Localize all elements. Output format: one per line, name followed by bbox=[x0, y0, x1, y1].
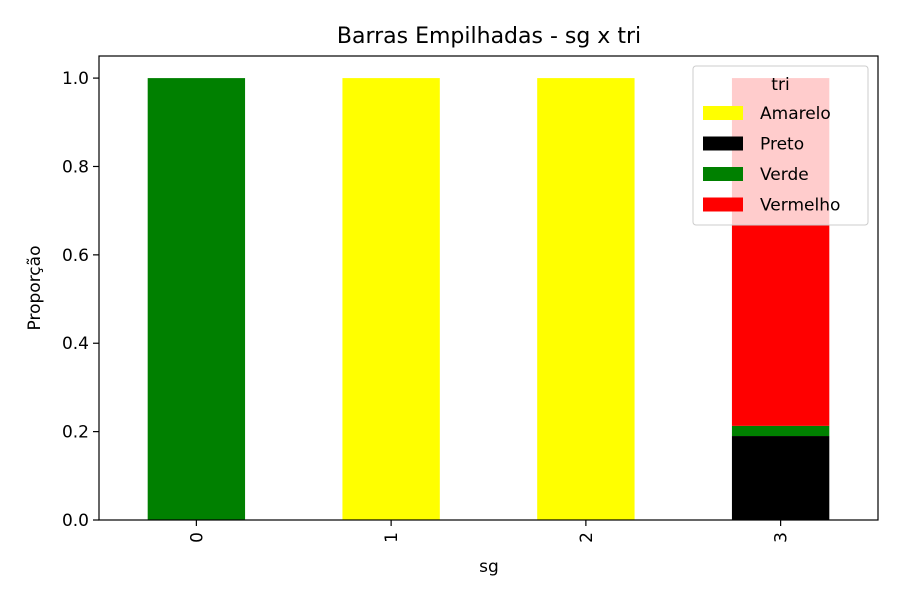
y-tick-label: 0.6 bbox=[62, 246, 89, 266]
y-tick-label: 0.2 bbox=[62, 423, 89, 443]
chart-title: Barras Empilhadas - sg x tri bbox=[337, 24, 641, 49]
y-axis: 0.0 0.2 0.4 0.6 0.8 1.0 bbox=[62, 69, 99, 531]
legend-swatch-verde bbox=[703, 167, 743, 181]
y-axis-label: Proporção bbox=[25, 246, 45, 331]
x-tick-label: 1 bbox=[382, 532, 402, 543]
x-tick-label: 3 bbox=[772, 532, 792, 543]
axes-frame bbox=[98, 55, 879, 521]
legend-box bbox=[692, 65, 869, 226]
legend-title: tri bbox=[771, 75, 789, 95]
x-tick-label: 2 bbox=[577, 532, 597, 543]
legend-label-preto: Preto bbox=[760, 135, 804, 155]
bar-1-amarelo bbox=[342, 78, 440, 520]
y-tick-label: 0.0 bbox=[62, 511, 89, 531]
x-tick-label: 0 bbox=[187, 532, 207, 543]
y-tick-label: 0.4 bbox=[62, 334, 89, 354]
legend-swatch-amarelo bbox=[703, 106, 743, 120]
x-axis-label: sg bbox=[479, 557, 499, 577]
legend-swatch-preto bbox=[703, 136, 743, 151]
x-axis: 0 1 2 3 bbox=[187, 520, 792, 543]
legend-swatch-vermelho bbox=[703, 197, 743, 212]
bar-3-verde bbox=[731, 425, 830, 437]
legend: tri Amarelo Preto Verde Vermelho bbox=[692, 65, 869, 226]
y-tick-label: 0.8 bbox=[62, 157, 89, 177]
legend-label-verde: Verde bbox=[760, 165, 809, 185]
bar-2-amarelo bbox=[537, 78, 635, 520]
bar-0-verde bbox=[147, 78, 246, 520]
legend-label-amarelo: Amarelo bbox=[760, 104, 831, 124]
bar-3-preto bbox=[731, 436, 830, 520]
y-tick-label: 1.0 bbox=[62, 69, 89, 89]
legend-label-vermelho: Vermelho bbox=[760, 196, 840, 216]
